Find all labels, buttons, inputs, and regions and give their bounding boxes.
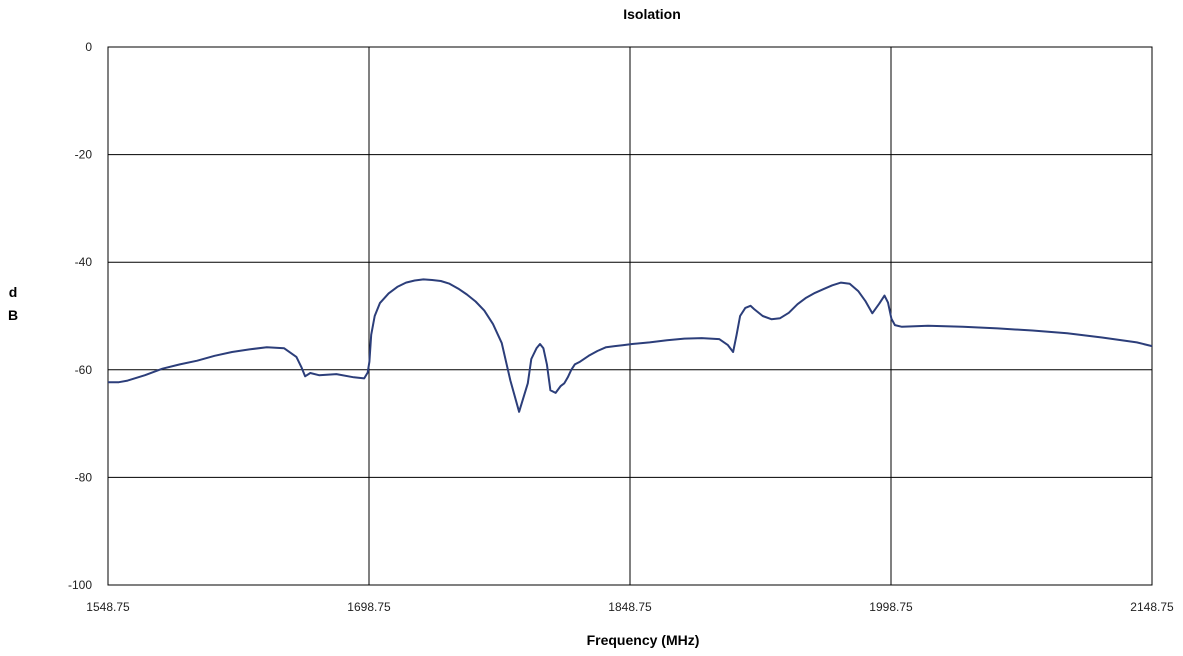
y-tick-label: 0 — [85, 40, 92, 54]
grid-lines — [108, 47, 1152, 585]
chart-title: Isolation — [623, 6, 681, 22]
y-tick-label: -20 — [75, 148, 93, 162]
y-tick-label: -80 — [75, 470, 93, 484]
y-axis-label-line-1: d — [9, 284, 18, 300]
x-tick-label: 1548.75 — [86, 600, 130, 614]
y-tick-labels: 0 -20 -40 -60 -80 -100 — [68, 40, 92, 592]
y-tick-label: -40 — [75, 255, 93, 269]
y-tick-label: -100 — [68, 578, 92, 592]
x-tick-label: 2148.75 — [1130, 600, 1174, 614]
x-tick-label: 1698.75 — [347, 600, 391, 614]
y-axis-label-line-2: B — [8, 307, 18, 323]
x-axis-label: Frequency (MHz) — [587, 632, 700, 648]
isolation-series-line — [108, 278, 1153, 413]
x-tick-labels: 1548.75 1698.75 1848.75 1998.75 2148.75 — [86, 600, 1174, 614]
x-tick-label: 1998.75 — [869, 600, 913, 614]
plot-area-frame — [107, 46, 1153, 586]
x-tick-label: 1848.75 — [608, 600, 652, 614]
y-tick-label: -60 — [75, 363, 93, 377]
